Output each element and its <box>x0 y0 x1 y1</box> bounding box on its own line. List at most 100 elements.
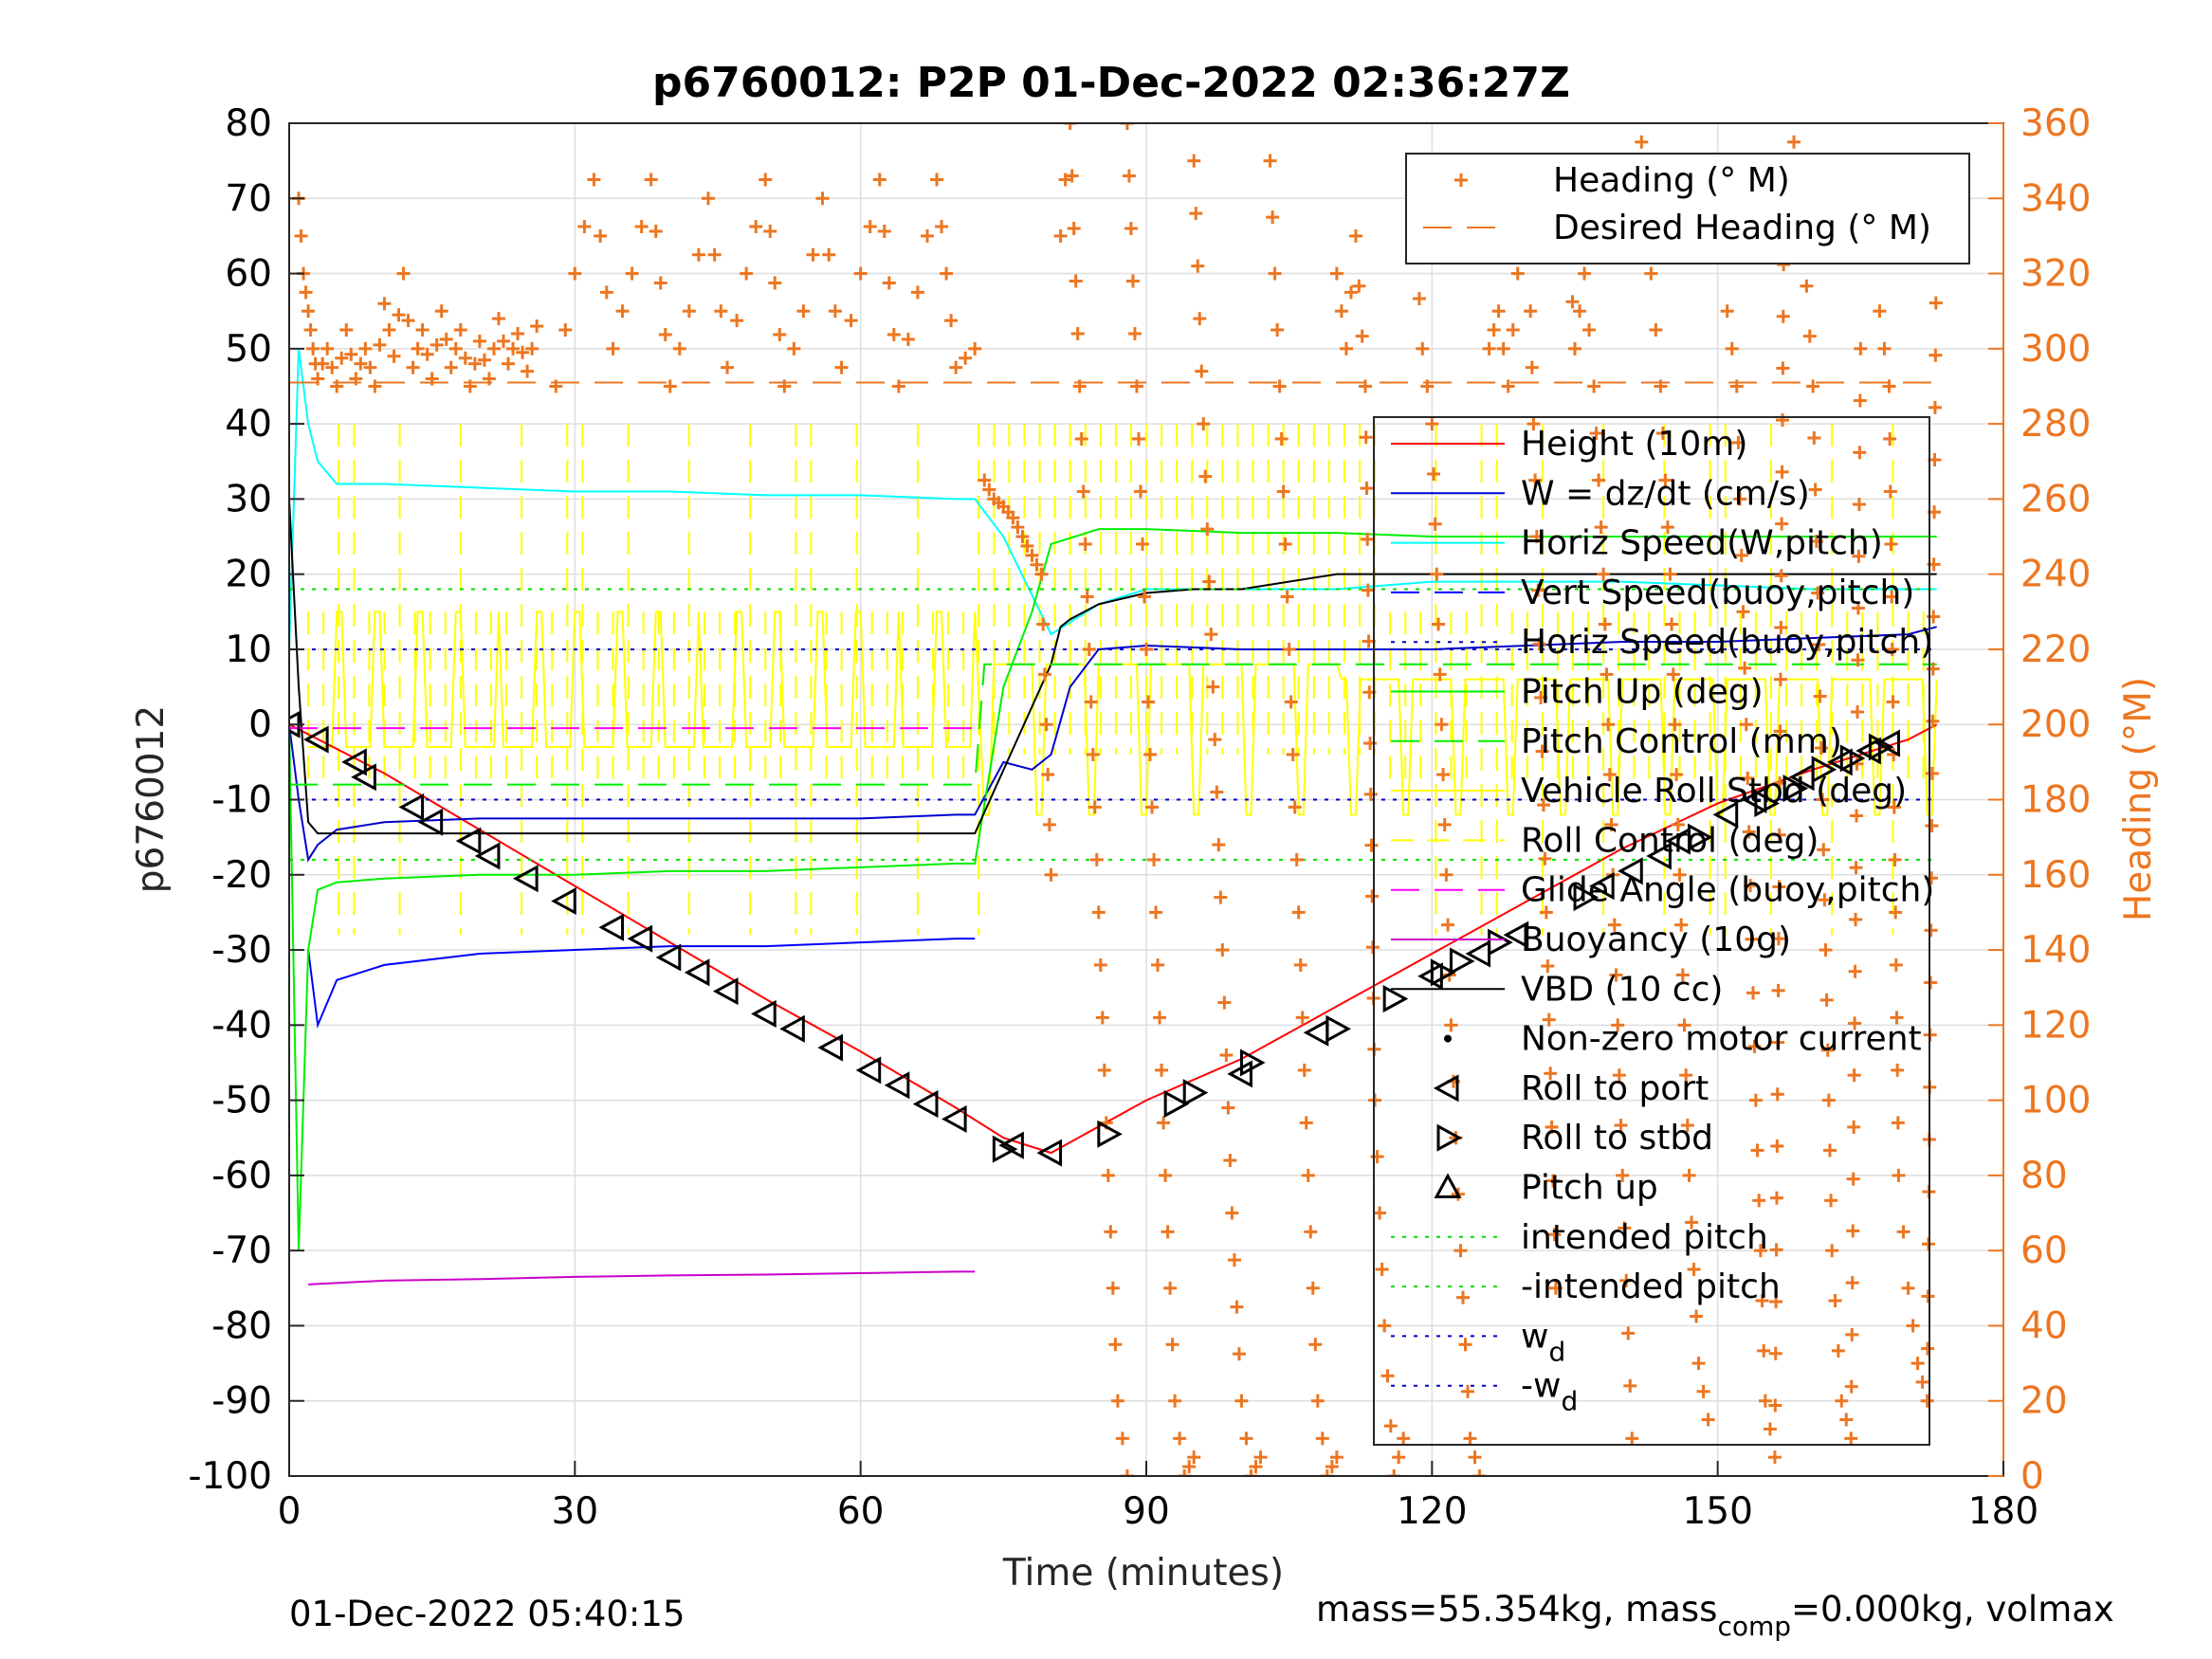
roll-to-stbd-marker <box>1163 1090 1190 1119</box>
heading-mark <box>1278 537 1292 551</box>
main-legend-label-text: Pitch Control (mm) <box>1521 722 1842 761</box>
heading-mark <box>1030 557 1044 572</box>
heading-mark <box>1886 695 1900 709</box>
heading-mark <box>806 247 820 262</box>
roll-to-stbd-marker <box>1449 947 1475 975</box>
roll-to-port-marker <box>341 748 367 776</box>
y-right-tick-label: 240 <box>2020 554 2091 596</box>
heading-mark <box>1352 279 1366 293</box>
heading-mark <box>506 341 521 356</box>
heading-mark <box>1325 1460 1339 1474</box>
heading-mark <box>1928 400 1942 414</box>
heading-mark <box>815 191 830 206</box>
heading-mark <box>1373 1206 1387 1220</box>
heading-mark <box>1846 1172 1860 1186</box>
main-legend-label: wd <box>1521 1317 1565 1367</box>
heading-mark <box>1753 1244 1767 1258</box>
heading-mark <box>1925 766 1939 780</box>
heading-mark <box>1227 1253 1241 1267</box>
roll-to-port-marker <box>941 1104 967 1133</box>
heading-mark <box>1844 1379 1858 1394</box>
roll-to-stbd-marker <box>1811 756 1837 784</box>
heading-mark <box>1774 620 1788 634</box>
heading-legend: Heading (° M) Desired Heading (° M) <box>1405 153 1970 264</box>
heading-mark <box>1458 1338 1472 1352</box>
heading-mark <box>653 276 667 290</box>
heading-mark <box>1772 828 1786 842</box>
heading-mark <box>1845 1327 1859 1341</box>
heading-mark <box>396 266 411 281</box>
heading-mark <box>1468 1450 1482 1465</box>
heading-mark <box>1097 1063 1111 1077</box>
main-legend-label-text: Roll to stbd <box>1521 1119 1713 1158</box>
heading-mark <box>1924 923 1938 938</box>
main-legend-label: Roll to stbd <box>1521 1119 1713 1158</box>
heading-mark <box>1848 1016 1862 1030</box>
heading-mark <box>377 297 392 311</box>
heading-mark <box>1825 1244 1839 1258</box>
heading-mark <box>339 323 354 337</box>
main-legend-label-text: w <box>1521 1317 1548 1356</box>
heading-mark <box>1308 1338 1323 1352</box>
heading-mark <box>1545 1120 1559 1134</box>
heading-mark <box>1383 1419 1398 1433</box>
heading-mark <box>1746 986 1760 1000</box>
heading-mark <box>1129 379 1143 393</box>
heading-mark <box>439 332 453 346</box>
heading-mark <box>1915 1375 1929 1389</box>
heading-mark <box>691 247 705 262</box>
roll-to-port-marker <box>598 913 625 941</box>
heading-mark <box>1276 484 1290 499</box>
heading-mark <box>1234 1394 1249 1408</box>
heading-mark <box>1814 740 1828 755</box>
roll-to-port-marker <box>655 943 682 972</box>
heading-mark <box>1773 672 1787 686</box>
y-right-tick-label: 180 <box>2020 779 2091 822</box>
heading-mark <box>1416 341 1430 356</box>
heading-mark <box>1339 341 1353 356</box>
y-right-tick-label: 280 <box>2020 403 2091 446</box>
heading-mark <box>1200 522 1215 537</box>
heading-mark <box>1315 1431 1329 1446</box>
y-tick-label: 0 <box>248 703 272 746</box>
heading-mark <box>1020 538 1034 553</box>
heading-mark <box>1441 918 1455 932</box>
heading-mark <box>368 379 382 393</box>
heading-mark <box>1289 852 1304 866</box>
heading-mark <box>1892 1168 1906 1182</box>
x-tick-label: 180 <box>1968 1490 2038 1533</box>
heading-mark <box>1198 469 1213 483</box>
heading-mark <box>1885 642 1899 656</box>
heading-mark <box>1223 1154 1237 1168</box>
main-legend-label: Glide Angle (buoy,pitch) <box>1521 871 1934 910</box>
heading-legend-box <box>1405 153 1970 264</box>
heading-mark <box>1168 1394 1182 1408</box>
roll-to-port-marker <box>912 1090 939 1119</box>
heading-mark <box>1091 905 1106 920</box>
heading-mark <box>949 360 963 374</box>
heading-mark <box>1541 959 1555 974</box>
heading-mark <box>1873 304 1887 319</box>
heading-mark <box>549 379 563 393</box>
roll-to-stbd-marker <box>1430 958 1456 987</box>
heading-mark <box>1618 1221 1632 1235</box>
heading-mark <box>1295 1011 1309 1025</box>
roll-to-port-marker <box>1036 1139 1063 1167</box>
heading-mark <box>1274 431 1289 446</box>
heading-mark <box>1299 1116 1313 1130</box>
heading-mark <box>1015 530 1030 544</box>
heading-mark <box>502 356 516 371</box>
heading-mark <box>910 285 924 300</box>
heading-mark <box>1532 637 1546 651</box>
heading-mark <box>1145 800 1160 814</box>
heading-mark <box>768 276 782 290</box>
heading-mark <box>1758 1394 1772 1408</box>
heading-mark <box>1845 1276 1859 1290</box>
heading-mark <box>853 266 868 281</box>
heading-mark <box>1344 285 1358 300</box>
heading-mark <box>1074 431 1088 446</box>
heading-mark <box>1159 1168 1173 1182</box>
heading-mark <box>1286 747 1300 761</box>
main-legend-label-text: Buoyancy (10g) <box>1521 921 1791 959</box>
main-legend-label-text: Vert Speed(buoy,pitch) <box>1521 574 1914 612</box>
